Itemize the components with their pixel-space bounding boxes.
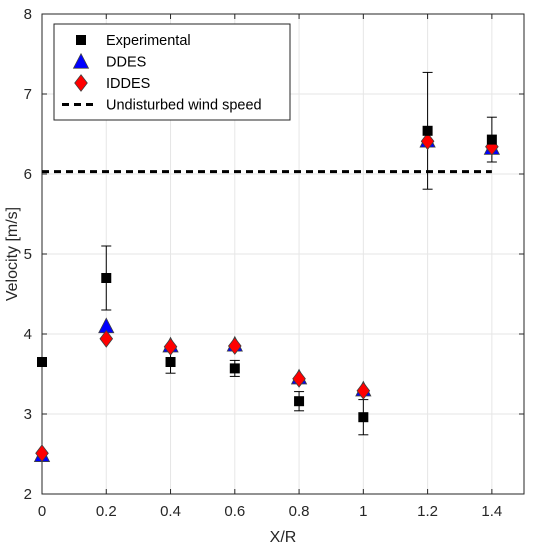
experimental-point <box>165 357 176 367</box>
iddes-point <box>227 337 242 355</box>
experimental-point <box>294 396 305 407</box>
iddes-point <box>35 444 49 463</box>
y-tick-label: 5 <box>24 246 32 263</box>
y-axis-title: Velocity [m/s] <box>4 207 21 301</box>
x-axis-ticks: 0 0.2 0.4 0.6 0.8 1 1.2 1.4 <box>38 14 502 520</box>
series-diamond-points <box>35 132 499 463</box>
y-tick-label: 4 <box>24 326 32 343</box>
y-tick-label: 7 <box>24 86 32 103</box>
x-tick-label: 0.6 <box>224 503 245 520</box>
experimental-point <box>358 412 369 423</box>
experimental-point <box>486 134 497 145</box>
x-tick-label: 0 <box>38 503 46 520</box>
x-tick-label: 0.8 <box>289 503 310 520</box>
x-tick-label: 1.4 <box>481 503 502 520</box>
iddes-point <box>163 337 178 356</box>
legend-label: IDDES <box>106 76 150 92</box>
legend-item: IDDES <box>74 74 150 92</box>
legend-label: Experimental <box>106 33 191 49</box>
iddes-point <box>292 369 306 388</box>
y-axis-ticks: 2 3 4 5 6 7 8 <box>24 6 524 503</box>
x-tick-label: 0.4 <box>160 503 181 520</box>
iddes-point <box>356 381 371 400</box>
x-tick-label: 1.2 <box>417 503 438 520</box>
x-tick-label: 1 <box>359 503 367 520</box>
legend-item: Undisturbed wind speed <box>62 98 262 114</box>
y-tick-label: 3 <box>24 406 32 423</box>
legend-label: DDES <box>106 55 146 71</box>
y-tick-label: 8 <box>24 6 32 23</box>
x-tick-label: 0.2 <box>96 503 117 520</box>
legend-box <box>53 23 291 121</box>
series-square-points <box>37 125 497 423</box>
experimental-point <box>101 273 112 283</box>
legend-experimental-marker <box>76 35 86 45</box>
legend-label: Undisturbed wind speed <box>106 98 262 114</box>
experimental-point <box>422 125 433 136</box>
y-tick-label: 6 <box>24 166 32 183</box>
legend-item: Experimental <box>76 33 191 49</box>
y-tick-label: 2 <box>24 486 32 503</box>
experimental-point <box>229 363 240 374</box>
experimental-point <box>37 357 47 367</box>
data-marks <box>33 71 501 463</box>
legend: Experimental DDES IDDES Undisturbed wind sp… <box>53 23 291 121</box>
iddes-point <box>420 132 435 151</box>
legend-ddes-marker <box>72 52 90 69</box>
iddes-point <box>99 329 114 348</box>
legend-item: DDES <box>72 52 146 71</box>
x-axis-title: X/R <box>270 529 297 546</box>
legend-iddes-marker <box>74 74 88 92</box>
